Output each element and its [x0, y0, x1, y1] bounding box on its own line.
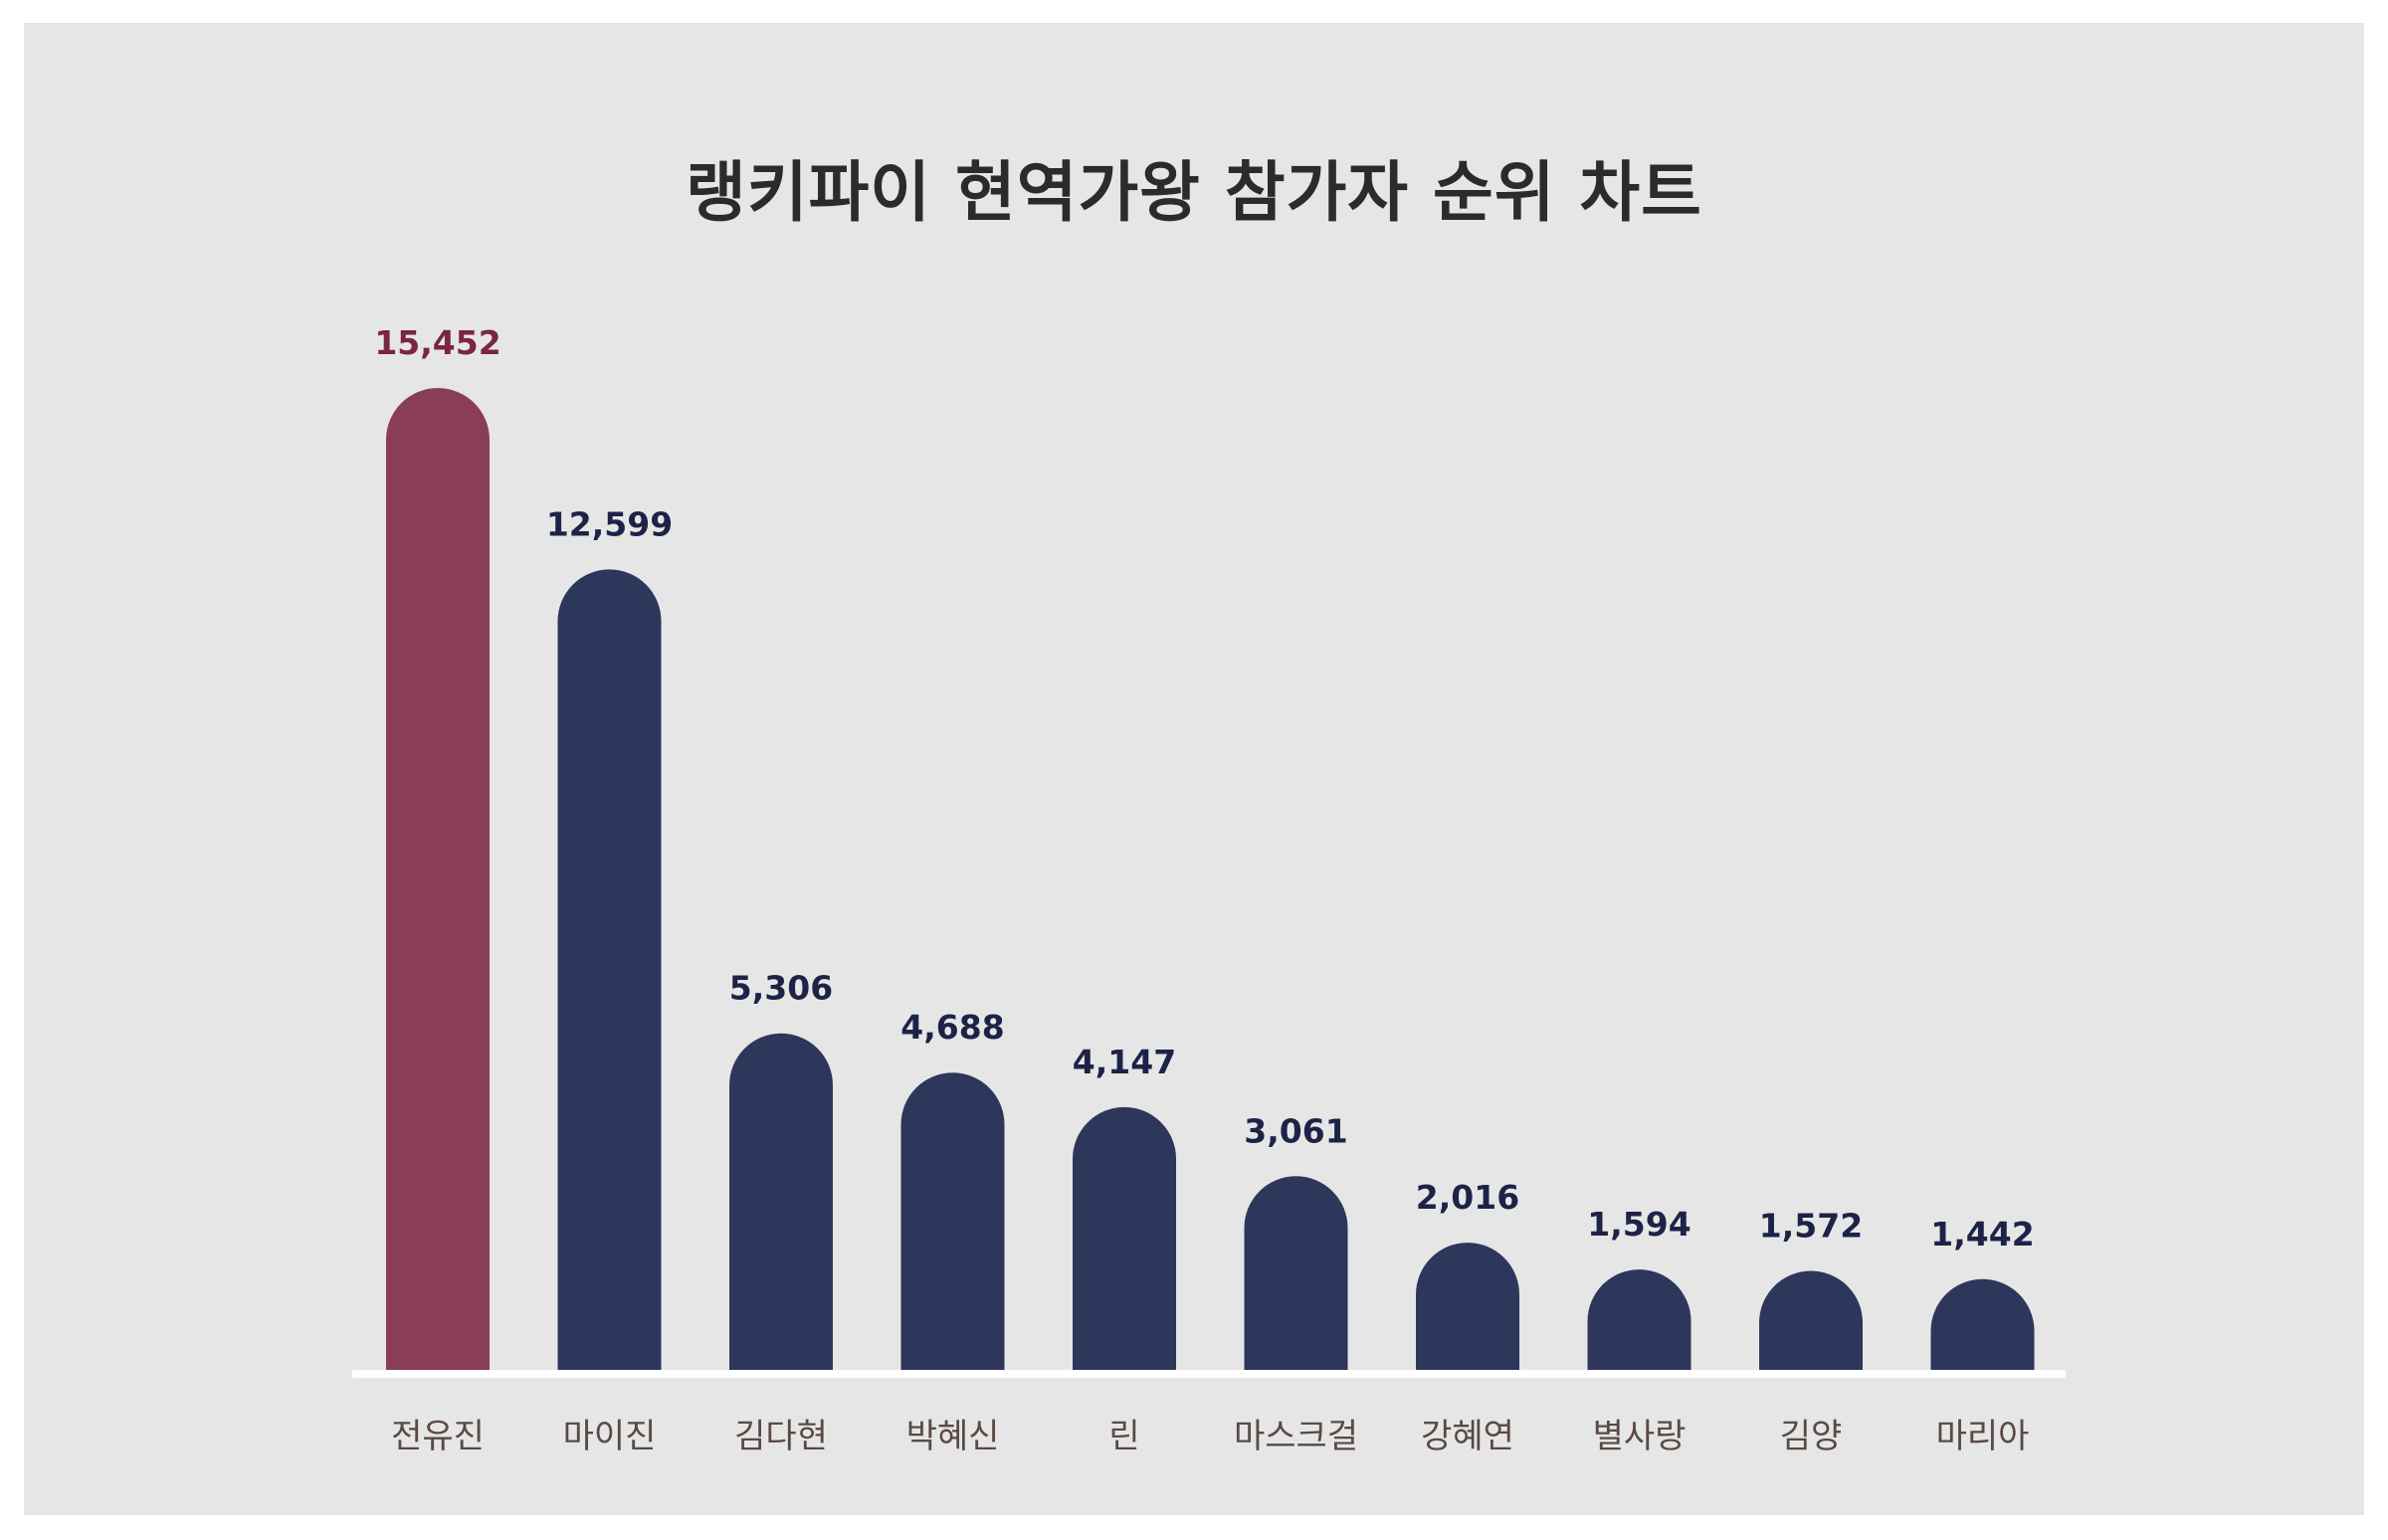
bar-별사랑 [1587, 1269, 1692, 1371]
category-label: 김양 [1780, 1417, 1843, 1456]
bar-김양 [1759, 1270, 1863, 1371]
value-label: 1,572 [1759, 1206, 1863, 1245]
category-label: 박혜신 [906, 1417, 1000, 1456]
category-label: 마스크걸 [1234, 1417, 1358, 1456]
category-label: 린 [1108, 1417, 1139, 1456]
value-labels-layer: 15,452 12,599 5,306 4,688 4,147 3,061 2,016 1,5… [374, 323, 2034, 1253]
bar-마이진 [557, 569, 662, 1371]
value-label: 3,061 [1244, 1111, 1347, 1150]
value-label: 5,306 [729, 969, 833, 1008]
bar-강혜연 [1416, 1243, 1519, 1371]
bar-마리아 [1930, 1278, 2035, 1371]
value-label: 2,016 [1416, 1178, 1519, 1217]
value-label: 4,147 [1073, 1043, 1176, 1081]
category-labels-layer: 전유진 마이진 김다현 박혜신 린 마스크걸 강혜연 별사랑 김양 마리아 [391, 1417, 2029, 1456]
category-label: 별사랑 [1593, 1417, 1687, 1456]
bars-layer [386, 388, 2035, 1371]
value-label: 1,442 [1930, 1215, 2034, 1253]
value-label: 4,688 [900, 1008, 1004, 1047]
bar-전유진 [386, 388, 490, 1371]
bar-린 [1073, 1106, 1176, 1371]
category-label: 마리아 [1936, 1417, 2030, 1456]
category-label: 김다현 [734, 1417, 828, 1456]
value-label: 15,452 [374, 323, 500, 362]
category-label: 마이진 [563, 1417, 657, 1456]
bar-김다현 [729, 1033, 833, 1371]
bar-박혜신 [900, 1072, 1005, 1371]
value-label: 12,599 [546, 504, 673, 543]
bar-마스크걸 [1244, 1176, 1348, 1371]
value-label: 1,594 [1587, 1205, 1691, 1244]
chart-title: 랭키파이 현역가왕 참가자 순위 차트 [686, 154, 1702, 231]
category-label: 강혜연 [1421, 1417, 1514, 1456]
category-label: 전유진 [391, 1417, 485, 1456]
